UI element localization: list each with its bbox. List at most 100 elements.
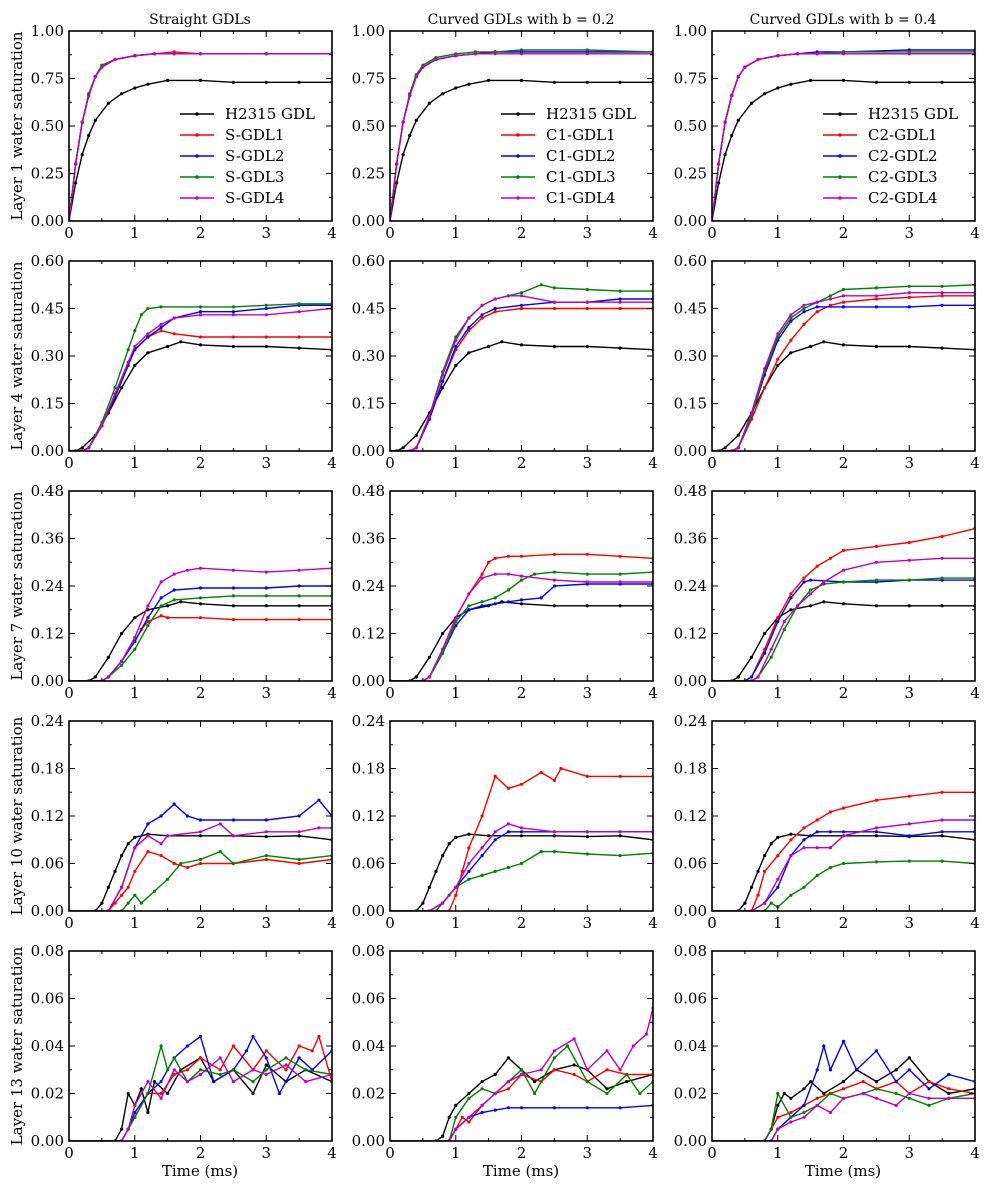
data-point bbox=[133, 647, 137, 651]
data-point bbox=[874, 544, 879, 549]
panel-r1-c3: 0 1 2 3 4 0.00 0.25 0.50 0.75 1.00 H2315 GDL C2-GDL… bbox=[674, 22, 980, 242]
data-point bbox=[789, 1096, 793, 1100]
data-point bbox=[907, 80, 911, 84]
y-tick-label: 0.04 bbox=[352, 1037, 385, 1055]
x-tick-label: 0 bbox=[385, 224, 395, 242]
data-point bbox=[146, 624, 150, 628]
data-point bbox=[539, 770, 543, 775]
y-tick-label: 1.00 bbox=[674, 22, 707, 40]
data-point bbox=[454, 363, 458, 368]
data-point bbox=[769, 901, 773, 905]
x-tick-label: 0 bbox=[707, 224, 717, 242]
data-point bbox=[776, 835, 780, 840]
data-point bbox=[723, 152, 727, 157]
series-line-c1-gdl2 bbox=[390, 831, 653, 911]
data-point bbox=[776, 332, 780, 336]
data-point bbox=[493, 596, 497, 600]
series-group bbox=[712, 1039, 975, 1141]
x-tick-label: 4 bbox=[970, 224, 980, 242]
panel-r2-c2: 0 1 2 3 4 0.00 0.15 0.30 0.45 0.60 bbox=[352, 252, 658, 472]
data-point bbox=[467, 592, 471, 596]
y-tick-label: 0.24 bbox=[674, 577, 707, 595]
x-tick-label: 0 bbox=[64, 454, 74, 472]
data-point bbox=[795, 604, 800, 608]
series-line-c1-gdl1 bbox=[390, 553, 653, 681]
data-point bbox=[585, 1068, 589, 1072]
series-line-c2-gdl4 bbox=[712, 292, 975, 451]
x-tick-label: 1 bbox=[451, 684, 461, 702]
y-tick-label: 0.02 bbox=[31, 1085, 64, 1103]
data-point bbox=[802, 826, 806, 830]
data-point bbox=[585, 300, 589, 304]
data-point bbox=[828, 1091, 833, 1096]
data-point bbox=[441, 631, 445, 636]
data-point bbox=[815, 1103, 819, 1107]
data-point bbox=[730, 133, 734, 138]
data-point bbox=[585, 572, 589, 576]
data-point bbox=[172, 332, 176, 336]
data-point bbox=[940, 303, 944, 307]
series-group bbox=[390, 1006, 653, 1141]
data-point bbox=[480, 1103, 484, 1107]
data-point bbox=[802, 310, 806, 314]
series-line-c1-gdl3 bbox=[390, 1044, 653, 1141]
data-point bbox=[717, 162, 721, 166]
data-point bbox=[618, 572, 622, 576]
y-tick-label: 0.00 bbox=[674, 212, 707, 230]
data-point bbox=[795, 52, 800, 56]
data-point bbox=[789, 338, 793, 342]
data-point bbox=[395, 181, 399, 185]
data-point bbox=[159, 596, 163, 600]
y-tick-label: 0.06 bbox=[352, 990, 385, 1008]
series-line-s-gdl4 bbox=[69, 1056, 332, 1141]
data-point bbox=[749, 655, 754, 659]
data-point bbox=[552, 830, 557, 834]
legend-marker bbox=[516, 175, 520, 179]
data-point bbox=[907, 344, 911, 349]
data-point bbox=[533, 1091, 537, 1096]
data-point bbox=[736, 433, 740, 437]
data-point bbox=[159, 854, 163, 858]
x-tick-label: 4 bbox=[327, 224, 337, 242]
data-point bbox=[585, 552, 589, 556]
data-point bbox=[907, 295, 911, 299]
data-point bbox=[133, 344, 137, 349]
data-point bbox=[927, 1103, 931, 1107]
data-point bbox=[907, 578, 911, 582]
data-point bbox=[519, 78, 524, 82]
data-point bbox=[427, 101, 431, 105]
series-group bbox=[712, 790, 975, 911]
x-tick-label: 0 bbox=[64, 224, 74, 242]
data-point bbox=[297, 584, 301, 588]
legend-marker bbox=[195, 196, 199, 200]
data-point bbox=[841, 300, 846, 304]
data-point bbox=[198, 1072, 203, 1077]
data-point bbox=[907, 52, 911, 56]
data-point bbox=[120, 885, 124, 889]
data-point bbox=[179, 861, 183, 866]
data-point bbox=[480, 316, 484, 320]
data-point bbox=[93, 675, 97, 679]
data-point bbox=[841, 861, 846, 866]
y-tick-label: 0.24 bbox=[674, 712, 707, 730]
data-point bbox=[198, 1034, 203, 1039]
data-point bbox=[638, 1091, 642, 1096]
axes-frame bbox=[389, 490, 654, 682]
data-point bbox=[841, 294, 846, 298]
series-line-h2315-gdl bbox=[712, 341, 975, 451]
data-point bbox=[506, 554, 510, 558]
data-point bbox=[631, 1044, 635, 1048]
y-tick-label: 0.00 bbox=[31, 1132, 64, 1150]
legend: H2315 GDL C2-GDL1 C2-GDL2 C2-GDL3 C2-GDL4 bbox=[823, 105, 958, 207]
data-point bbox=[454, 1103, 458, 1107]
data-point bbox=[172, 316, 176, 320]
x-tick-label: 1 bbox=[451, 1144, 461, 1162]
data-point bbox=[822, 340, 826, 344]
data-point bbox=[133, 1115, 137, 1119]
data-point bbox=[126, 348, 130, 352]
data-point bbox=[120, 386, 124, 390]
data-point bbox=[120, 631, 124, 636]
data-point bbox=[907, 558, 911, 562]
data-point bbox=[133, 54, 137, 58]
data-point bbox=[519, 1072, 524, 1077]
